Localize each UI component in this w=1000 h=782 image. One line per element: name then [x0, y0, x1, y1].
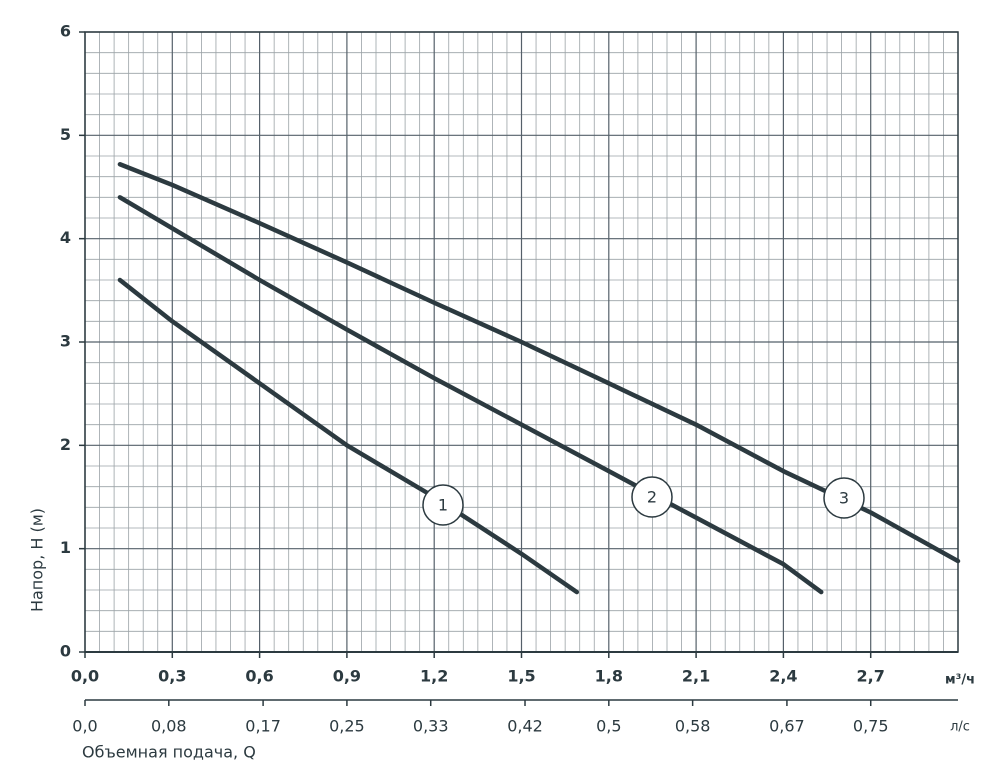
- x-tick-label: 2,4: [769, 667, 797, 686]
- x-tick-label: 0,0: [71, 667, 99, 686]
- x2-tick-label: 0,75: [853, 717, 889, 736]
- x2-tick-label: 0,33: [413, 717, 449, 736]
- curve-label: 3: [839, 489, 849, 508]
- y-tick-label: 6: [60, 22, 71, 41]
- y-axis-label: Напор, H (м): [28, 508, 47, 612]
- x-tick-label: 0,6: [245, 667, 273, 686]
- curve-label-circle: [823, 477, 865, 519]
- curve-label: 2: [647, 488, 657, 507]
- x2-tick-label: 0,08: [151, 717, 187, 736]
- x2-tick-label: 0,42: [507, 717, 543, 736]
- x-tick-label: 1,2: [420, 667, 448, 686]
- curve-label: 1: [438, 496, 448, 515]
- curve: [117, 195, 824, 595]
- x-tick-label: 0,9: [333, 667, 361, 686]
- curve-label-circle: [422, 484, 464, 526]
- curve-label-circle: [631, 476, 673, 518]
- y-tick-label: 1: [60, 538, 71, 557]
- x-tick-label: 2,1: [682, 667, 710, 686]
- x-tick-label: 2,7: [857, 667, 885, 686]
- y-tick-label: 2: [60, 435, 71, 454]
- y-tick-label: 3: [60, 332, 71, 351]
- y-tick-label: 5: [60, 125, 71, 144]
- x-axis-label: Объемная подача, Q: [82, 743, 256, 762]
- x-unit: м³/ч: [945, 673, 975, 688]
- x2-tick-label: 0,25: [329, 717, 365, 736]
- curve: [117, 277, 580, 595]
- x-tick-label: 1,5: [507, 667, 535, 686]
- x2-tick-label: 0,5: [596, 717, 621, 736]
- x2-tick-label: 0,17: [245, 717, 281, 736]
- x-tick-label: 1,8: [595, 667, 623, 686]
- curve: [117, 162, 961, 564]
- x-tick-label: 0,3: [158, 667, 186, 686]
- x2-tick-label: 0,0: [72, 717, 97, 736]
- x2-unit: л/с: [950, 720, 970, 735]
- x2-tick-label: 0,67: [769, 717, 805, 736]
- x2-tick-label: 0,58: [675, 717, 711, 736]
- y-tick-label: 0: [60, 642, 71, 661]
- y-tick-label: 4: [60, 228, 71, 247]
